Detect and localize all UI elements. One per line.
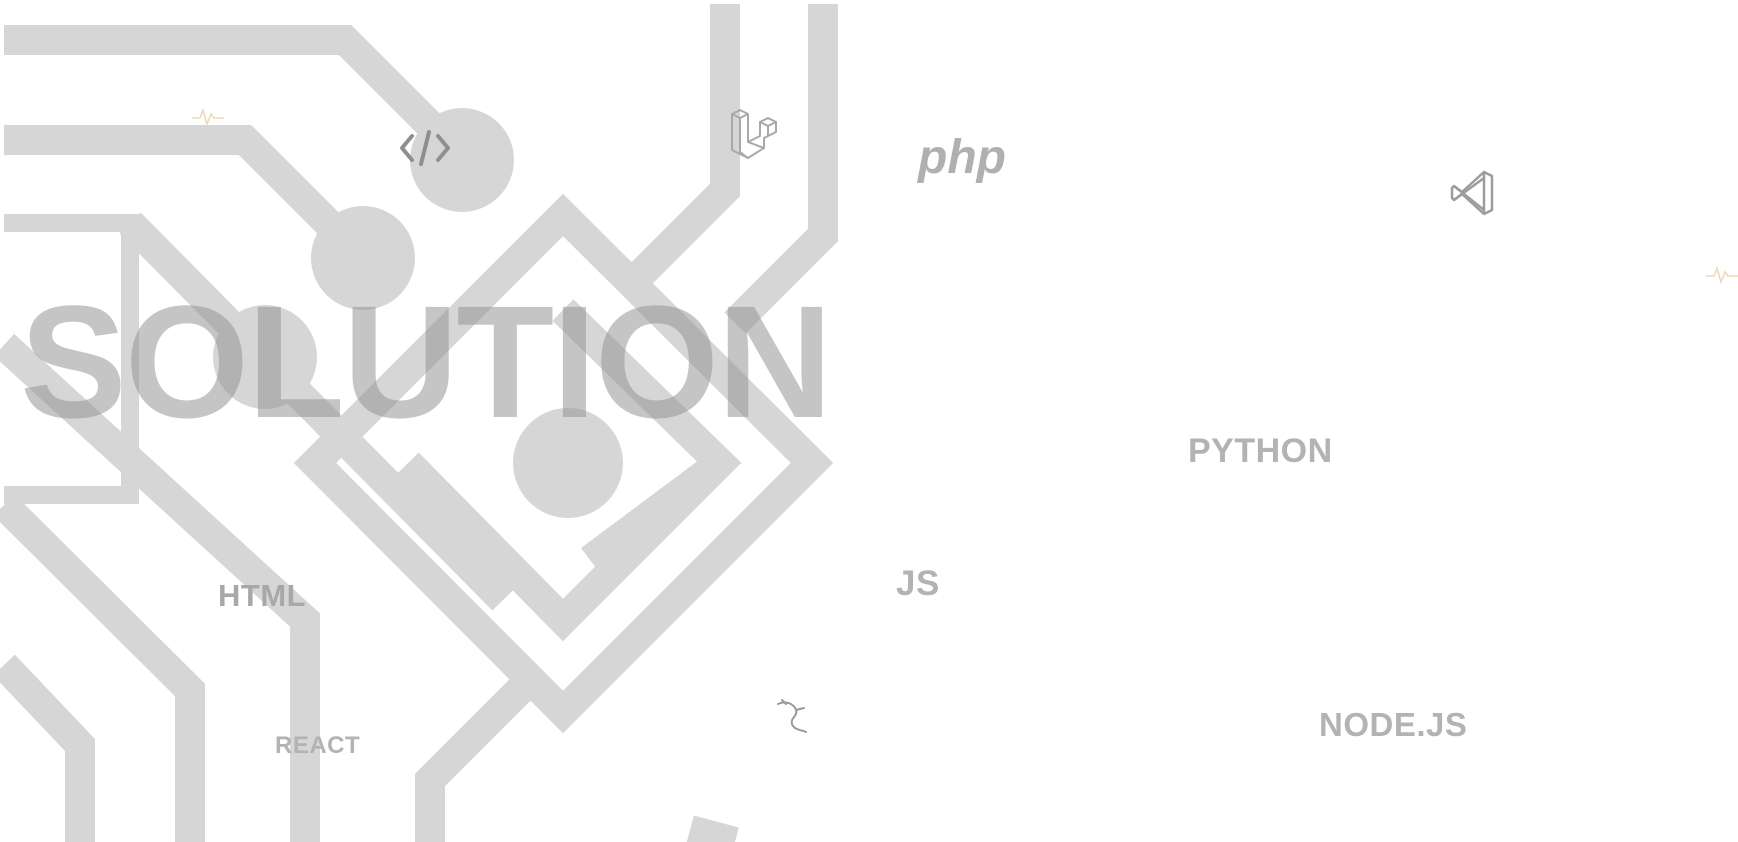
laravel-logo-icon: [731, 109, 777, 159]
tag-nodejs: NODE.JS: [1319, 706, 1468, 743]
headline-solution: SOLUTION: [20, 272, 833, 451]
php-logo: php: [918, 131, 1006, 184]
heartbeat-pulse-icon: [192, 107, 224, 127]
heartbeat-pulse-icon-right: [1706, 265, 1738, 285]
tag-python: PYTHON: [1188, 432, 1333, 470]
vscode-logo-icon: [1450, 170, 1494, 216]
tag-js: JS: [896, 564, 940, 603]
tag-react: REACT: [275, 732, 361, 759]
code-brackets-icon: [400, 130, 450, 166]
kali-dragon-icon: [777, 699, 807, 733]
tag-html: HTML: [218, 578, 307, 613]
